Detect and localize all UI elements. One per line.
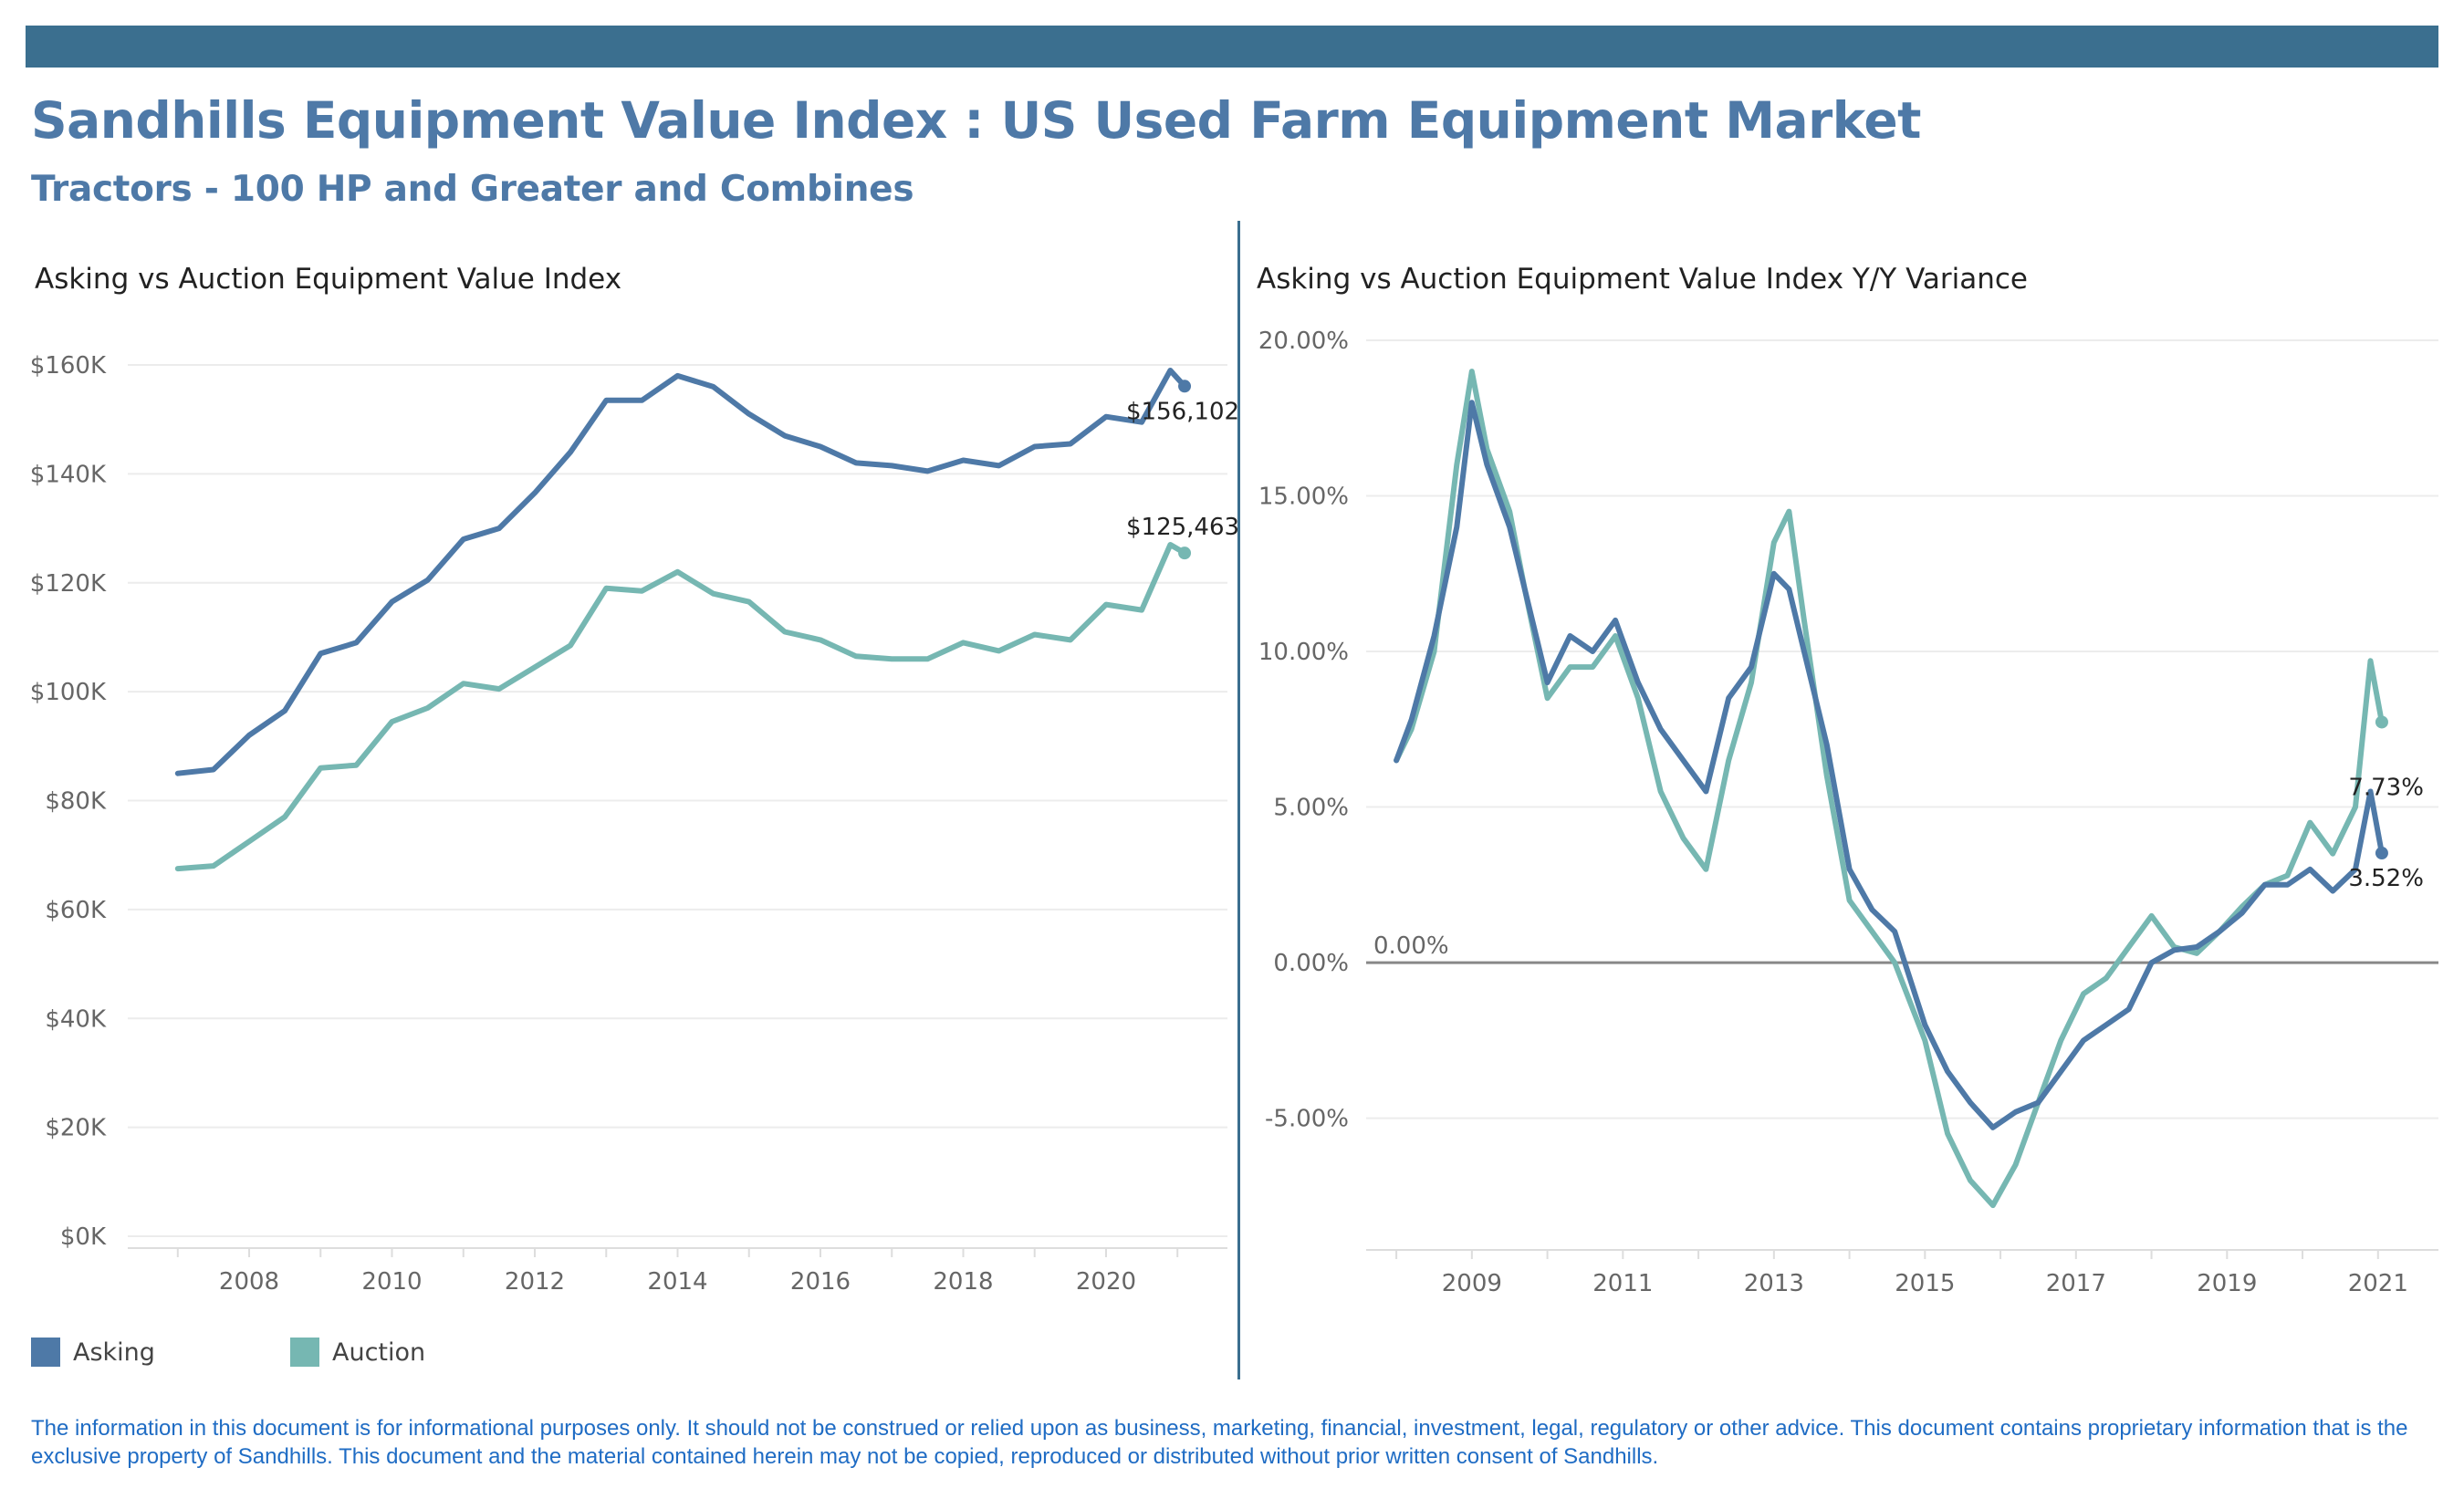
series-line-asking	[1394, 400, 2385, 1130]
page-title: Sandhills Equipment Value Index : US Use…	[31, 91, 1921, 150]
x-tick-label: 2009	[1442, 1270, 1502, 1297]
yoy-variance-chart: -5.00% 0.00% 5.00% 10.00% 15.00% 20.00% 2009 20…	[1258, 328, 2438, 1297]
legend-swatch-auction	[290, 1338, 319, 1367]
y-tick-label: -5.00%	[1265, 1106, 1349, 1133]
end-label-asking: 3.52%	[2348, 865, 2424, 892]
x-tick-label: 2017	[2046, 1270, 2106, 1297]
series-line-asking	[174, 368, 1188, 776]
x-tick-label: 2010	[361, 1268, 422, 1296]
legend-swatch-asking	[31, 1338, 60, 1367]
y-tick-label: $120K	[30, 570, 107, 598]
zero-reference-label: 0.00%	[1373, 932, 1449, 960]
left-chart-title: Asking vs Auction Equipment Value Index	[35, 263, 622, 296]
x-tick-label: 2013	[1744, 1270, 1804, 1297]
end-point-auction	[2375, 715, 2388, 729]
page-subtitle: Tractors - 100 HP and Greater and Combin…	[31, 169, 914, 210]
asking-auction-value-index-chart: $0K $20K $40K $60K $80K $100K $120K $140K $160K 2…	[30, 352, 1237, 1296]
end-label-auction: $125,463	[1126, 514, 1237, 541]
series-line-auction	[174, 542, 1188, 872]
end-point-asking	[2375, 847, 2388, 860]
legend-item-auction: Auction	[290, 1336, 425, 1369]
y-tick-label: $40K	[45, 1005, 107, 1033]
end-point-asking	[1178, 380, 1192, 393]
end-label-asking: $156,102	[1126, 398, 1237, 425]
x-tick-label: 2021	[2348, 1270, 2408, 1297]
x-tick-label: 2012	[505, 1268, 565, 1296]
x-tick-label: 2019	[2197, 1270, 2257, 1297]
x-tick-label: 2008	[219, 1268, 279, 1296]
y-tick-label: $0K	[60, 1223, 107, 1251]
right-chart-title: Asking vs Auction Equipment Value Index …	[1257, 263, 2028, 296]
x-tick-label: 2016	[790, 1268, 851, 1296]
end-point-auction	[1178, 547, 1192, 560]
y-tick-label: $20K	[45, 1115, 107, 1142]
y-tick-label: $160K	[30, 352, 107, 380]
y-tick-label: $100K	[30, 679, 107, 706]
y-tick-label: $60K	[45, 897, 107, 924]
y-tick-label: 10.00%	[1258, 639, 1349, 666]
y-tick-label: 20.00%	[1258, 328, 1349, 355]
header-banner	[26, 26, 2438, 68]
x-tick-label: 2018	[933, 1268, 993, 1296]
legend-item-asking: Asking	[31, 1336, 155, 1369]
legend-label-asking: Asking	[73, 1338, 155, 1367]
disclaimer-text: The information in this document is for …	[31, 1416, 2408, 1469]
x-tick-label: 2020	[1076, 1268, 1136, 1296]
x-tick-label: 2011	[1592, 1270, 1653, 1297]
chart-divider	[1237, 221, 1240, 1379]
y-tick-label: 0.00%	[1273, 950, 1349, 977]
y-tick-label: $140K	[30, 461, 107, 488]
y-tick-label: $80K	[45, 788, 107, 816]
x-tick-label: 2015	[1895, 1270, 1955, 1297]
legend-label-auction: Auction	[332, 1338, 426, 1367]
y-tick-label: 15.00%	[1258, 484, 1349, 511]
end-label-auction: 7.73%	[2348, 774, 2424, 801]
x-tick-label: 2014	[647, 1268, 707, 1296]
y-tick-label: 5.00%	[1273, 795, 1349, 822]
